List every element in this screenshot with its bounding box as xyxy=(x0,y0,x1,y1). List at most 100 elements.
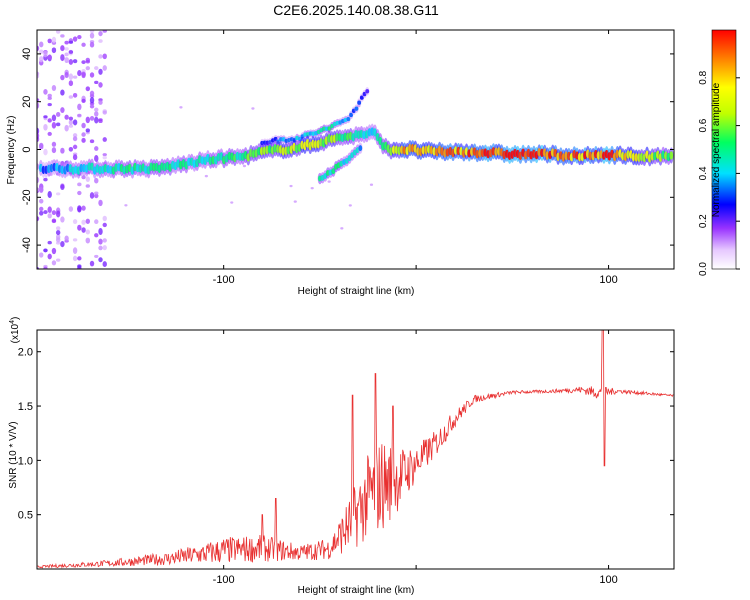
spectrogram-noise-cell xyxy=(102,53,107,60)
spectrogram-noise-cell xyxy=(43,88,48,95)
spectrogram-noise-cell xyxy=(37,176,40,184)
spectrogram-noise-cell xyxy=(37,98,40,102)
spectrogram-noise-cell xyxy=(293,200,297,203)
spectrogram-noise-cell xyxy=(51,210,57,216)
spectrogram-upper-track-cell xyxy=(357,100,362,105)
x-tick-label: -100 xyxy=(213,274,235,286)
spectrogram-noise-cell xyxy=(47,96,52,100)
spectrogram-noise-cell xyxy=(72,255,78,262)
spectrogram-noise-cell xyxy=(77,35,82,40)
spectrogram-upper-track-cell xyxy=(354,106,359,111)
spectrogram-noise-cell xyxy=(60,45,65,52)
spectrogram-noise-cell xyxy=(89,260,95,267)
spectrogram-noise-cell xyxy=(47,131,52,136)
x-tick-label: 100 xyxy=(599,574,617,586)
spectrogram-noise-cell xyxy=(60,34,65,38)
spectrogram-noise-cell xyxy=(47,253,52,260)
colorbar-tick-label: 0.0 xyxy=(698,262,709,276)
spectrogram-noise-cell xyxy=(47,93,52,98)
spectrogram-noise-cell xyxy=(77,103,82,111)
spectrogram-upper-track-cell xyxy=(365,89,370,94)
x-tick-label: 100 xyxy=(599,274,617,286)
spectrogram-noise-cell xyxy=(64,47,69,51)
spectrogram-noise-cell xyxy=(85,218,91,224)
spectrogram-noise-cell xyxy=(89,139,95,144)
spectrogram-noise-cell xyxy=(102,30,107,33)
spectrogram-noise-cell xyxy=(39,186,44,194)
spectrogram-noise-cell xyxy=(47,191,52,198)
spectrogram-noise-cell xyxy=(77,113,82,117)
spectrogram-noise-cell xyxy=(98,257,103,263)
spectrogram-noise-cell xyxy=(81,137,86,143)
spectrogram-noise-cell xyxy=(85,229,91,235)
spectrogram-noise-cell xyxy=(55,230,61,236)
spectrogram-noise-cell xyxy=(89,192,95,199)
spectrogram-noise-cell xyxy=(77,205,82,212)
spectrogram-noise-cell xyxy=(47,213,52,219)
spectrogram-noise-cell xyxy=(51,122,57,129)
snr-multiplier: (x104) xyxy=(9,317,21,344)
spectrogram-noise-cell xyxy=(94,155,99,162)
spectrogram-noise-cell xyxy=(51,218,57,223)
spectrogram-noise-cell xyxy=(60,89,65,96)
spectrogram-noise-cell xyxy=(68,50,74,54)
spectrogram-noise-cell xyxy=(55,30,61,34)
spectrogram-noise-cell xyxy=(37,132,40,140)
spectrogram-noise-cell xyxy=(85,176,91,182)
spectrogram-noise-cell xyxy=(68,146,74,152)
spectrogram-noise-cell xyxy=(47,38,52,44)
spectrogram-noise-cell xyxy=(68,116,74,121)
spectrogram-noise-cell xyxy=(204,174,208,178)
spectrogram-noise-cell xyxy=(85,86,91,92)
spectrogram-noise-cell xyxy=(94,66,99,71)
spectrogram-noise-cell xyxy=(64,71,69,78)
spectrogram-noise-cell xyxy=(60,184,65,190)
spectrogram-noise-cell xyxy=(55,237,61,243)
spectrogram-noise-cell xyxy=(94,191,99,195)
spectrogram-noise-cell xyxy=(72,133,78,138)
spectrogram-noise-cell xyxy=(102,215,107,222)
spectrogram-noise-cell xyxy=(60,54,65,62)
spectrogram-noise-cell xyxy=(51,114,57,122)
spectrogram-ticks: -100 100 -40 -20 0 20 40 xyxy=(21,30,674,286)
spectrogram-noise-cell xyxy=(179,106,183,109)
spectrogram-noise-cell xyxy=(81,219,86,225)
figure-title: C2E6.2025.140.08.38.G11 xyxy=(273,2,439,18)
spectrogram-noise-cell xyxy=(51,247,57,255)
spectrogram-noise-cell xyxy=(72,154,78,161)
spectrogram-noise-cell xyxy=(60,147,65,154)
spectrogram-noise-cell xyxy=(94,219,99,225)
spectrogram-noise-cell xyxy=(369,183,374,186)
spectrogram-noise-cell xyxy=(55,258,61,262)
spectrogram-noise-cell xyxy=(102,261,107,268)
y-tick-label: 1.5 xyxy=(18,401,33,413)
spectrogram-noise-cell xyxy=(64,114,69,120)
spectrogram-noise-cell xyxy=(68,59,74,65)
spectrogram-noise-cell xyxy=(39,56,44,63)
spectrogram-noise-cell xyxy=(43,148,48,156)
spectrogram-noise-cell xyxy=(289,184,293,188)
spectrogram-noise-cell xyxy=(327,180,331,183)
spectrogram-noise-cell xyxy=(98,54,103,59)
x-tick-label: -100 xyxy=(213,574,235,586)
spectrogram-noise-cell xyxy=(47,206,52,213)
spectrogram-noise-cell xyxy=(77,264,82,269)
spectrogram-noise-cell xyxy=(77,190,82,196)
spectrogram-noise-cell xyxy=(98,228,103,236)
spectrogram-noise-cell xyxy=(39,206,44,212)
colorbar-gradient xyxy=(711,29,737,270)
colorbar-tick-label: 0.2 xyxy=(698,214,709,228)
snr-frame xyxy=(36,329,675,570)
spectrogram-noise-cell xyxy=(85,128,91,133)
spectrogram-noise-cell xyxy=(89,32,95,39)
spectrogram-noise-cell xyxy=(81,205,86,211)
spectrogram-noise-cell xyxy=(94,80,99,85)
colorbar-tick-label: 0.8 xyxy=(698,70,709,84)
spectrogram-noise-cell xyxy=(55,122,61,127)
spectrogram-noise-cell xyxy=(39,210,44,216)
spectrogram-noise-cell xyxy=(47,103,52,107)
spectrogram-lower-branch-cell xyxy=(358,145,363,152)
spectrogram-noise-cell xyxy=(98,119,103,124)
spectrogram-noise-cell xyxy=(51,36,57,43)
spectrogram-noise-cell xyxy=(68,73,74,81)
